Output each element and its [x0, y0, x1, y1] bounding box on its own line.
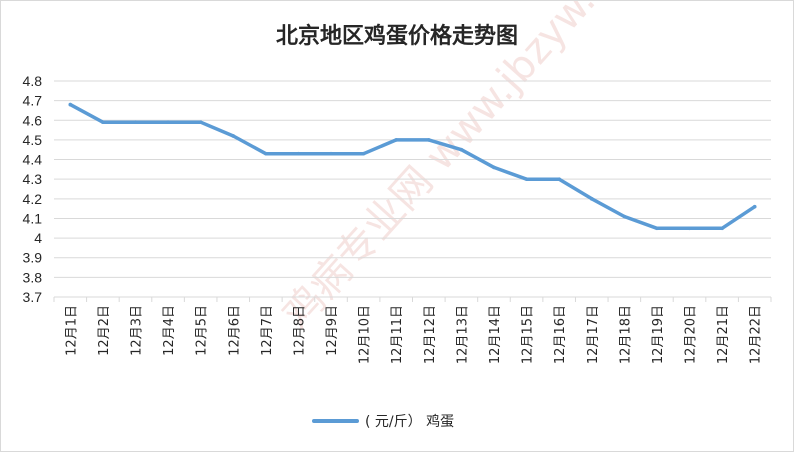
data-point	[166, 120, 170, 125]
x-tick-label: 12月4日	[162, 305, 177, 356]
x-tick-label: 12月2日	[97, 305, 112, 356]
x-tick-label: 12月20日	[684, 305, 699, 364]
data-point	[296, 151, 301, 156]
x-tick-label: 12月10日	[358, 305, 373, 364]
y-tick-label: 4.3	[23, 171, 43, 187]
series-layer	[68, 102, 757, 231]
series-line	[68, 102, 757, 231]
y-tick-label: 3.7	[23, 289, 43, 305]
x-tick-label: 12月5日	[195, 305, 210, 356]
x-tick-label: 12月16日	[553, 305, 568, 364]
legend: ( 元/斤） 鸡蛋	[312, 413, 454, 430]
x-tick-label: 12月3日	[129, 305, 144, 356]
y-tick-label: 4.6	[23, 112, 43, 128]
y-tick-label: 3.9	[23, 250, 43, 266]
data-point	[492, 165, 496, 170]
x-tick-label: 12月18日	[618, 305, 633, 364]
data-point	[361, 151, 366, 156]
data-point	[720, 226, 724, 231]
x-tick-label: 12月17日	[586, 305, 601, 364]
x-tick-label: 12月19日	[651, 305, 666, 364]
watermark: 鸡病专业网 www.jbzyw.com	[274, 1, 662, 338]
data-point	[68, 102, 73, 107]
y-tick-label: 4.7	[23, 93, 43, 109]
chart-title: 北京地区鸡蛋价格走势图	[276, 23, 518, 49]
data-point	[524, 177, 529, 181]
x-tick-label: 12月1日	[64, 305, 79, 356]
data-point	[557, 177, 561, 181]
data-point	[589, 197, 594, 201]
data-point	[231, 134, 236, 138]
y-tick-label: 4.8	[23, 73, 43, 89]
y-tick-label: 4.5	[23, 132, 43, 148]
data-point	[198, 120, 203, 125]
x-tick-label: 12月22日	[749, 305, 764, 364]
y-axis-tick-labels: 4.8 4.7 4.6 4.5 4.4 4.3 4.2 4.1 4 3.9 3.8 3.7	[23, 73, 43, 305]
x-tick-label: 12月9日	[325, 305, 340, 356]
x-tick-label: 12月12日	[423, 305, 438, 364]
data-point	[752, 204, 757, 209]
x-tick-label: 12月21日	[716, 305, 731, 364]
x-tick-label: 12月7日	[260, 305, 275, 356]
x-tick-label: 12月13日	[455, 305, 470, 364]
data-point	[264, 151, 268, 156]
data-point	[655, 226, 659, 231]
y-tick-label: 4.2	[23, 191, 43, 207]
x-tick-label: 12月15日	[521, 305, 536, 364]
y-tick-label: 4	[34, 230, 42, 246]
data-point	[133, 120, 138, 125]
y-tick-label: 4.4	[23, 152, 43, 168]
gridlines	[54, 80, 771, 278]
x-tick-label: 12月14日	[488, 305, 503, 364]
x-tick-label: 12月6日	[227, 305, 242, 356]
data-point	[101, 120, 105, 125]
data-point	[622, 214, 627, 219]
data-point	[426, 138, 431, 142]
x-tick-label: 12月8日	[292, 305, 307, 356]
x-axis	[53, 296, 772, 302]
y-tick-label: 3.8	[23, 269, 43, 285]
legend-label: ( 元/斤） 鸡蛋	[365, 413, 454, 430]
data-point	[459, 147, 464, 152]
watermark-text: 鸡病专业网 www.jbzyw.com	[274, 1, 662, 338]
y-tick-label: 4.1	[23, 210, 43, 226]
x-axis-tick-labels: 12月1日 12月2日 12月3日 12月4日 12月5日 12月6日 12月7日 12月8日…	[64, 305, 763, 364]
data-point	[329, 151, 333, 156]
data-point	[394, 138, 399, 142]
data-point	[687, 226, 692, 231]
x-tick-label: 12月11日	[390, 305, 405, 364]
